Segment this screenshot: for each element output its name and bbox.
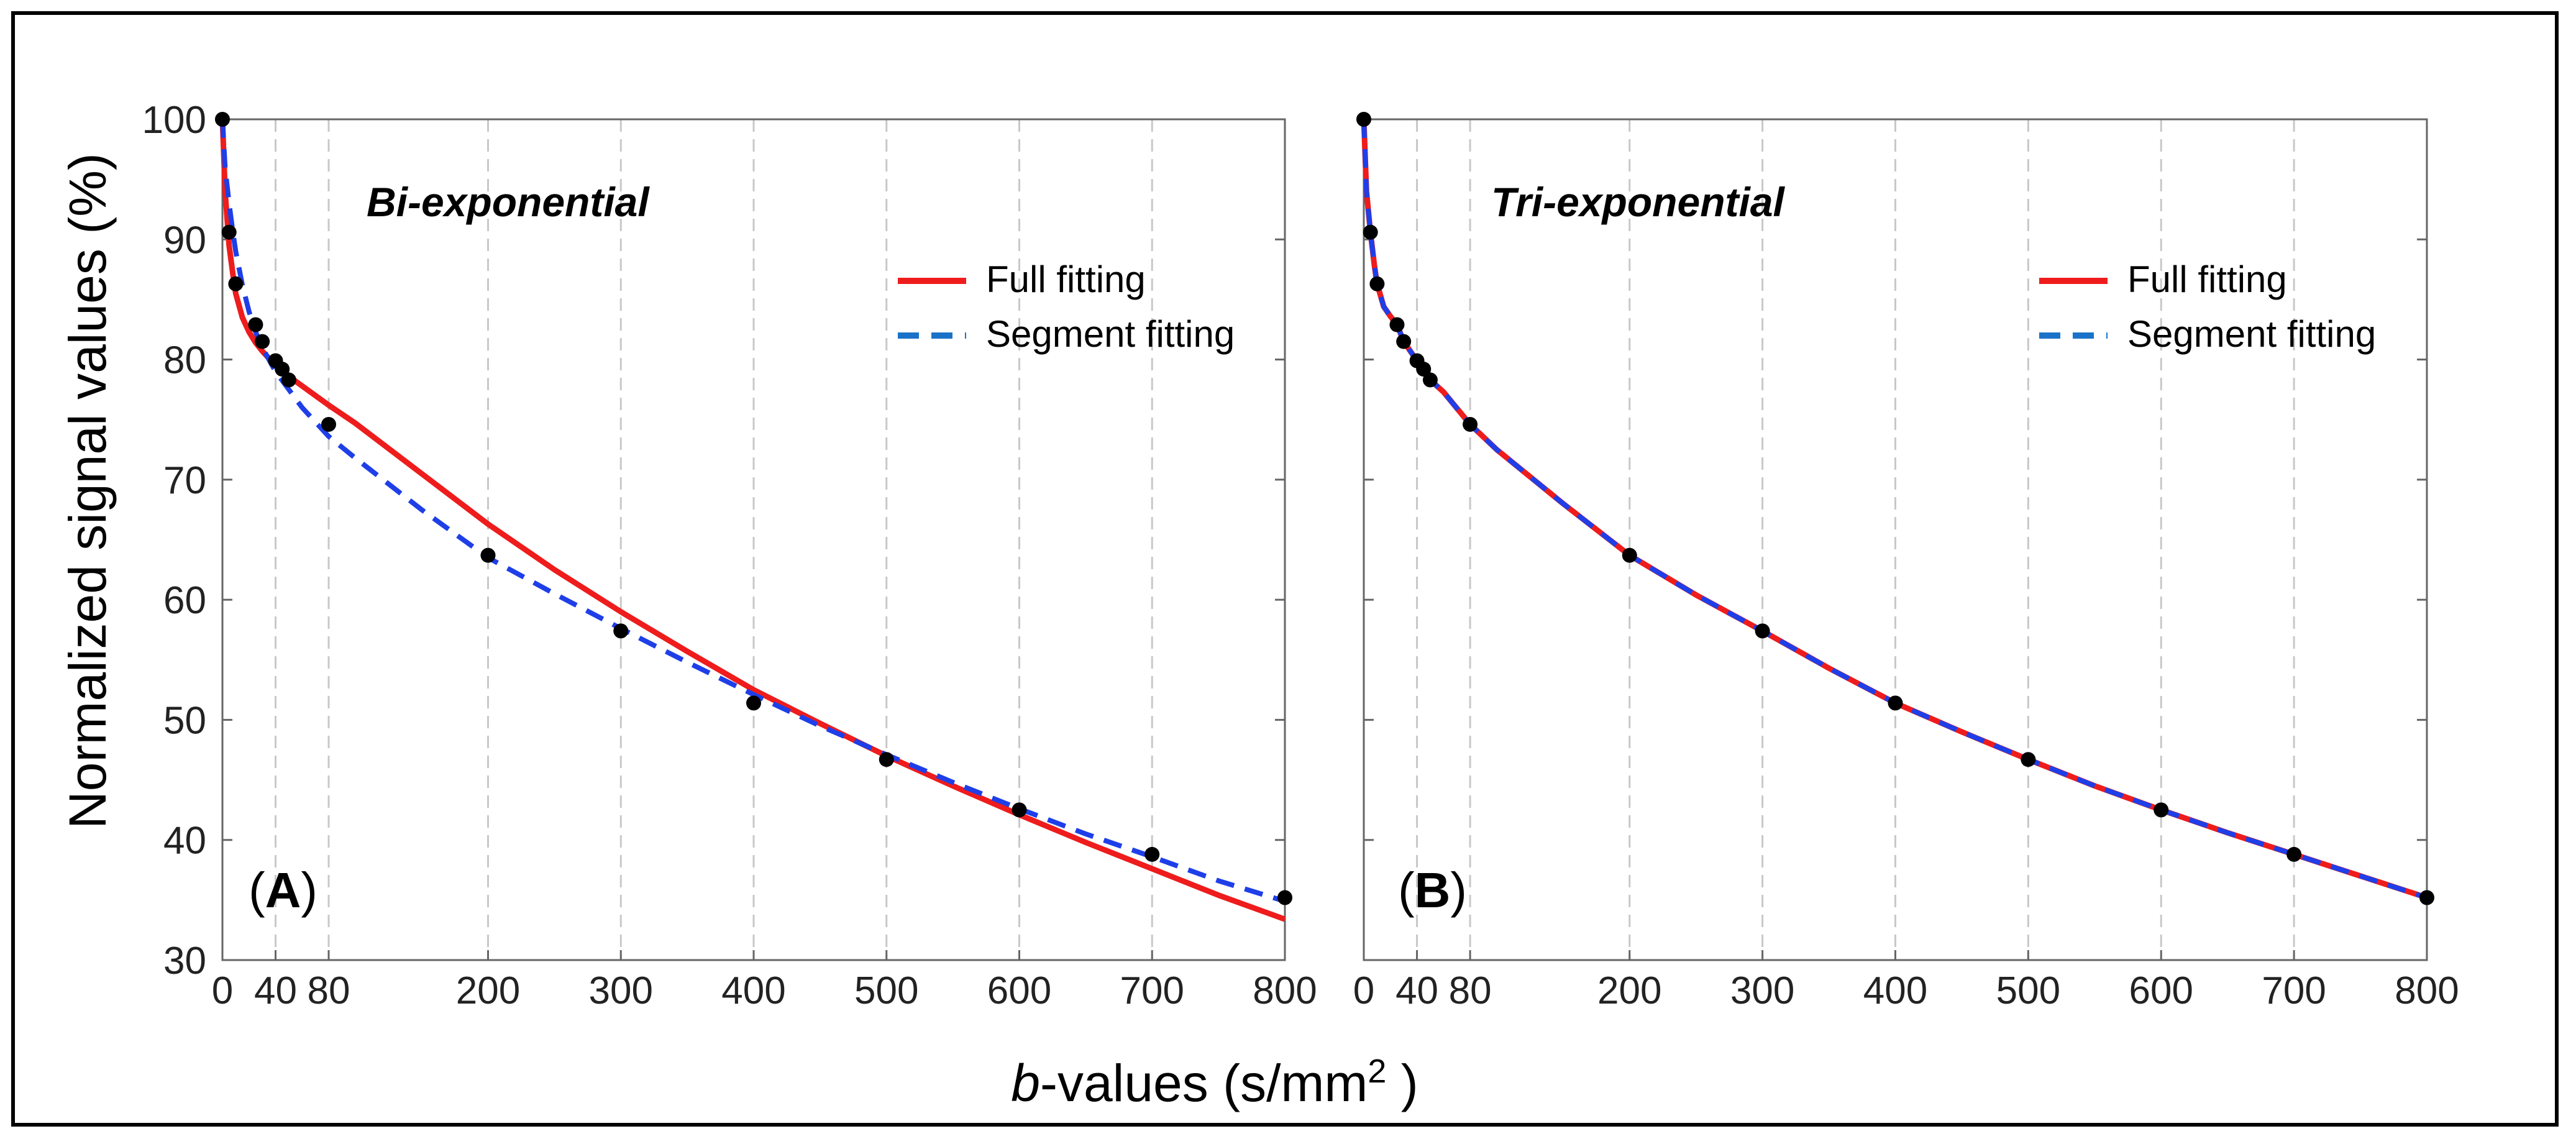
x-tick-label: 600: [2129, 969, 2193, 1012]
y-tick-label: 80: [163, 339, 206, 382]
data-point: [228, 276, 244, 291]
data-point: [1422, 372, 1438, 388]
legend-label-segment-fitting: Segment fitting: [986, 313, 1235, 355]
x-tick-label: 500: [1996, 969, 2060, 1012]
x-tick-label: 800: [1253, 969, 1317, 1012]
data-point: [1755, 623, 1770, 639]
x-axis-label-end: ): [1386, 1054, 1418, 1112]
x-tick-label: 700: [2262, 969, 2326, 1012]
y-tick-label: 40: [163, 820, 206, 863]
panel-letter: (A): [249, 863, 317, 918]
y-tick-label: 100: [142, 99, 206, 142]
data-point: [215, 112, 230, 127]
y-tick-label: 70: [163, 459, 206, 502]
data-point: [2021, 752, 2036, 767]
data-point: [2154, 802, 2169, 818]
data-point: [248, 317, 263, 332]
data-point: [1389, 317, 1405, 332]
y-tick-label: 50: [163, 699, 206, 742]
x-tick-label: 0: [1353, 969, 1374, 1012]
x-tick-label: 800: [2395, 969, 2459, 1012]
x-axis-label-main: -values (s/mm: [1040, 1054, 1368, 1112]
x-tick-label: 80: [308, 969, 350, 1012]
x-tick-label: 300: [1730, 969, 1794, 1012]
data-point: [1369, 276, 1385, 291]
series-line-segment-fitting: [220, 119, 1286, 904]
x-tick-label: 300: [589, 969, 653, 1012]
x-tick-label: 400: [721, 969, 785, 1012]
data-point: [221, 224, 237, 240]
data-point: [1363, 224, 1378, 240]
x-axis-label: b-values (s/mm2 ): [1011, 1053, 1418, 1112]
data-point: [613, 623, 629, 639]
data-point: [1888, 695, 1903, 711]
x-tick-label: 500: [854, 969, 918, 1012]
x-tick-label: 40: [254, 969, 297, 1012]
x-tick-label: 200: [1597, 969, 1661, 1012]
legend-label-full-fitting: Full fitting: [986, 259, 1146, 300]
x-tick-label: 700: [1120, 969, 1184, 1012]
x-tick-label: 600: [987, 969, 1051, 1012]
series-line-full-fitting: [219, 119, 1286, 922]
data-point: [1277, 890, 1292, 905]
data-point: [1144, 846, 1160, 862]
y-tick-label: 30: [163, 940, 206, 982]
data-point: [1622, 547, 1637, 563]
data-point: [321, 416, 336, 432]
data-point: [1463, 416, 1478, 432]
series-line-segment-fitting: [1361, 119, 2428, 900]
panel-a: 30 40 50 60 70 80 90 100 0 40 80 200 300 400 500 600 700…: [142, 99, 1317, 1012]
data-point: [1012, 802, 1027, 818]
panel-letter: (B): [1398, 863, 1467, 918]
data-point: [275, 362, 290, 377]
data-point: [746, 695, 761, 711]
x-tick-label: 200: [456, 969, 520, 1012]
y-tick-label: 60: [163, 579, 206, 622]
panel-title: Bi-exponential: [367, 179, 650, 225]
panel-title: Tri-exponential: [1491, 179, 1786, 225]
data-point: [1416, 362, 1432, 377]
data-point: [879, 752, 894, 767]
y-axis-label: Normalized signal values (%): [58, 153, 117, 829]
legend-label-full-fitting: Full fitting: [2127, 259, 2287, 300]
figure-frame: [11, 11, 2559, 1127]
x-tick-label: 40: [1395, 969, 1438, 1012]
x-tick-label: 400: [1863, 969, 1927, 1012]
data-point: [1356, 112, 1371, 127]
x-axis-label-italic: b: [1011, 1054, 1040, 1112]
data-point: [480, 547, 496, 563]
data-point: [2286, 846, 2302, 862]
data-point: [255, 334, 270, 349]
data-point: [281, 372, 296, 388]
legend-label-segment-fitting: Segment fitting: [2127, 313, 2376, 355]
x-axis-label-superscript: 2: [1368, 1053, 1386, 1090]
data-point: [2419, 890, 2434, 905]
y-tick-label: 90: [163, 219, 206, 262]
panel-b: 0 40 80 200 300 400 500 600 700 800 Tri-exponentia…: [1353, 112, 2459, 1012]
data-point: [1396, 334, 1412, 349]
x-tick-label: 80: [1449, 969, 1492, 1012]
x-tick-label: 0: [212, 969, 233, 1012]
